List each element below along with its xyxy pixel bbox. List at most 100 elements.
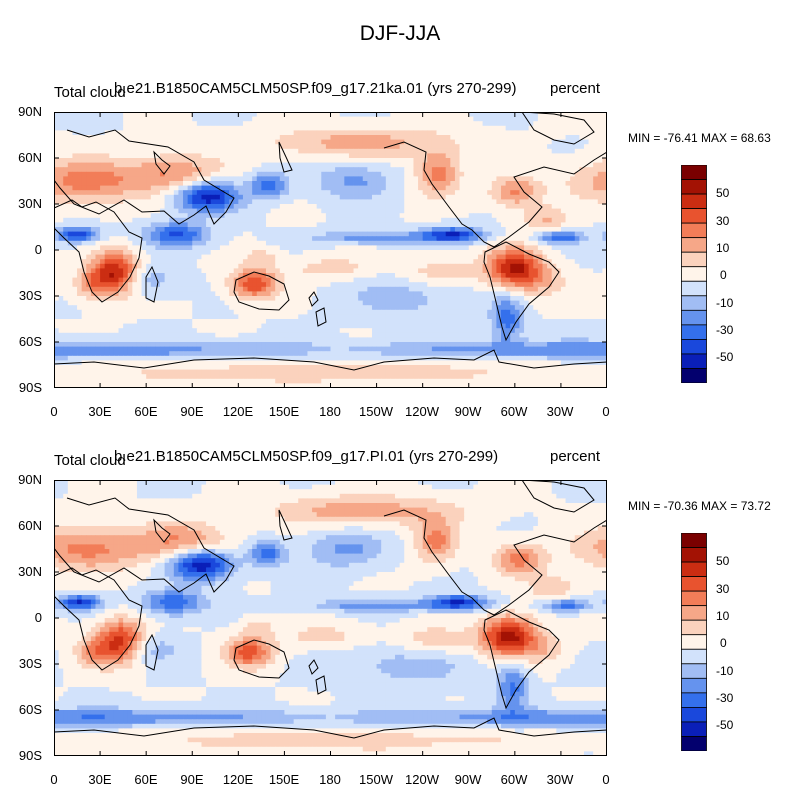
main-title: DJF-JJA [359,22,441,45]
colorbar-swatch [681,193,707,209]
y-tick-label: 90S [18,380,42,395]
colorbar-swatch [681,576,707,592]
colorbar-label: 50 [716,554,730,568]
colorbar-swatch [681,692,707,708]
y-tick-label: 30N [18,564,42,579]
colorbar-label: 10 [716,241,730,255]
colorbar-swatch [681,165,707,180]
y-tick-label: 30N [18,196,42,211]
colorbar [681,165,707,383]
colorbar-swatch [681,179,707,195]
coastline [308,291,319,307]
colorbar-label: 30 [716,214,730,228]
colorbar-swatch [681,309,707,326]
colorbar-label: 0 [720,268,727,282]
colorbar-labels: 50 30 10 0 -10 -30 -50 [716,368,776,788]
panel-left-label: Total cloud [54,452,126,469]
x-tick-label: 150E [268,404,300,419]
colorbar-swatch [681,208,707,224]
colorbar-label: -30 [716,323,734,337]
colorbar-swatch [681,295,707,311]
x-tick-label: 150E [268,772,300,787]
x-tick-label: 60E [134,404,158,419]
x-tick-label: 120W [405,404,439,419]
colorbar-label: 10 [716,609,730,623]
coastline [483,609,560,710]
x-tick-label: 0 [602,404,610,419]
y-tick-label: 30S [18,288,42,303]
coastline [278,141,293,173]
coastlines [54,480,607,739]
panel-stats: MIN = -76.41 MAX = 68.63 [628,131,771,145]
coastline [383,509,607,616]
coastline [54,349,607,371]
colorbar-label: -10 [716,296,734,310]
y-tick-label: 60N [18,150,42,165]
x-tick-label: 0 [50,772,58,787]
coastline [153,518,171,543]
y-tick-label: 0 [34,242,42,257]
y-tick-label: 0 [34,610,42,625]
colorbar-swatch [681,353,707,369]
y-axis: 90N 60N 30N 0 30S 60S 90S [0,368,54,788]
colorbar-label: 0 [720,636,727,650]
field-cells [54,112,607,388]
colorbar-swatch [681,338,707,355]
colorbar-swatch [681,280,707,297]
x-tick-label: 150W [359,772,393,787]
x-tick-label: 180 [319,772,341,787]
coastline [233,271,290,311]
colorbar-swatch [681,677,707,694]
x-axis: 0 30E 60E 90E 120E 150E 180 150W 120W 90… [0,404,800,424]
coastline [383,141,607,248]
colorbar-label: -50 [716,718,734,732]
coastline [521,480,595,513]
x-tick-label: 30E [88,772,112,787]
panel-top: Total cloud b.e21.B1850CAM5CLM50SP.f09_g… [18,80,771,419]
colorbar-swatch [681,222,707,239]
colorbar-label: -50 [716,350,734,364]
panel-bottom: Total cloud b.e21.B1850CAM5CLM50SP.f09_g… [0,368,800,800]
colorbar-swatch [681,266,707,282]
colorbar-swatch [681,547,707,563]
colorbar-swatch [681,634,707,650]
panel-center-label: b.e21.B1850CAM5CLM50SP.f09_g17.21ka.01 (… [114,80,517,97]
colorbar-swatch [681,590,707,607]
panel-units-label: percent [550,80,601,97]
panel-stats: MIN = -70.36 MAX = 73.72 [628,499,771,513]
colorbar-swatch [681,605,707,621]
colorbar-label: 30 [716,582,730,596]
coastline [483,241,560,342]
map-plot [54,480,607,756]
panel-left-label: Total cloud [54,84,126,101]
colorbar-swatch [681,324,707,340]
coastline [54,497,235,593]
colorbar-swatch [681,736,707,751]
coastline [521,112,595,145]
colorbar-swatch [681,368,707,383]
y-tick-label: 90S [18,748,42,763]
x-tick-label: 60E [134,772,158,787]
x-tick-label: 120W [405,772,439,787]
colorbar-swatch [681,237,707,253]
coastline [233,639,290,679]
map-plot [54,112,607,388]
panel-center-label: b.e21.B1850CAM5CLM50SP.f09_g17.PI.01 (yr… [114,448,499,465]
x-tick-label: 30W [546,772,574,787]
x-tick-label: 30W [546,404,574,419]
tick-marks [54,112,607,388]
x-tick-label: 60W [500,772,528,787]
coastline [315,675,327,695]
colorbar-label: -10 [716,664,734,678]
y-tick-label: 60N [18,518,42,533]
x-tick-label: 0 [602,772,610,787]
y-tick-label: 90N [18,472,42,487]
x-tick-label: 90W [454,404,482,419]
coastline [54,199,143,303]
x-tick-label: 0 [50,404,58,419]
y-tick-label: 60S [18,702,42,717]
coastline [308,659,319,675]
colorbar-swatch [681,619,707,636]
colorbar-label: -30 [716,691,734,705]
x-tick-label: 60W [500,404,528,419]
